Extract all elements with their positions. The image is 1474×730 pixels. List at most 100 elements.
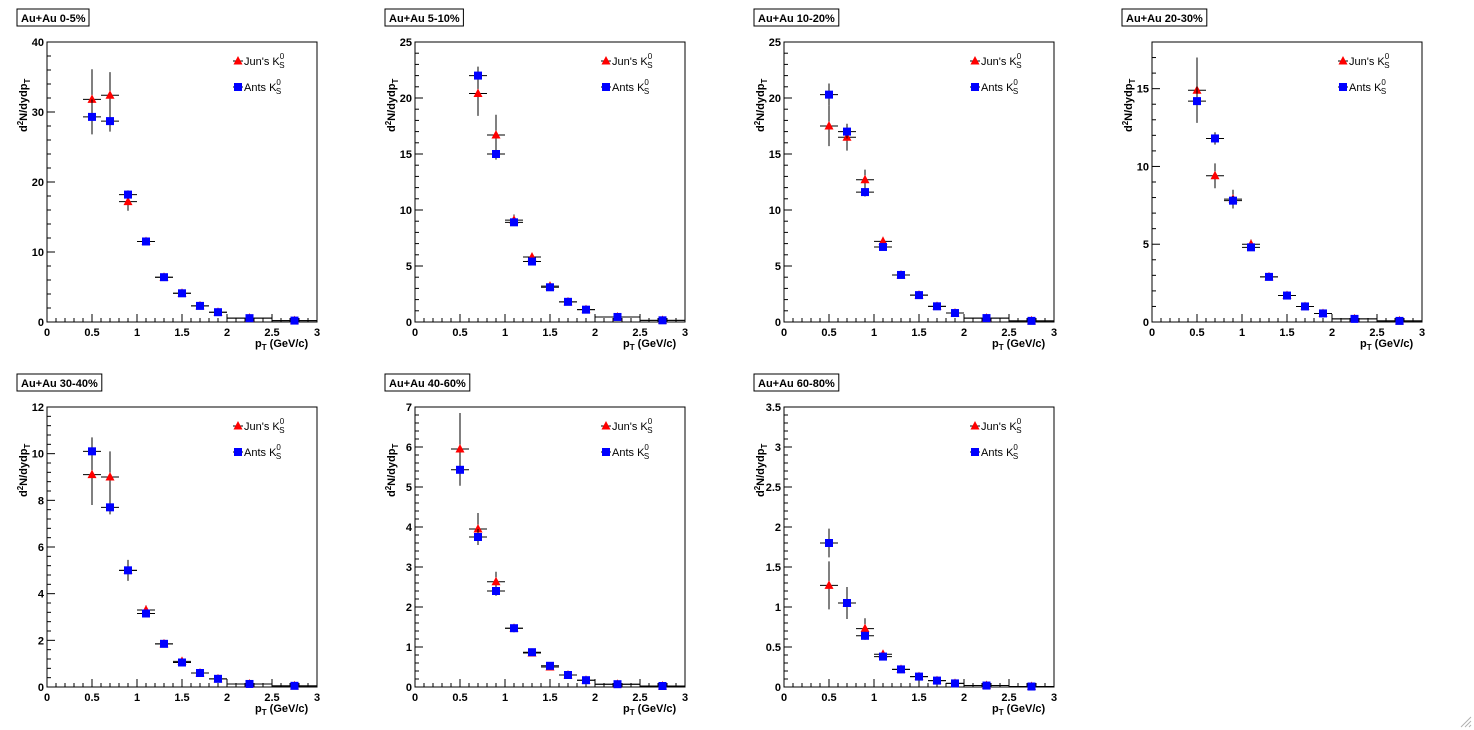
x-tick-label: 3: [682, 327, 688, 339]
x-tick-label: 1: [1239, 327, 1245, 339]
label-part: 2: [384, 120, 393, 125]
data-point-square: [1027, 682, 1036, 691]
y-tick-label: 15: [769, 149, 781, 161]
series-juns: [1188, 57, 1422, 325]
x-tick-label: 0.5: [821, 692, 836, 704]
y-tick-label: 0: [38, 682, 44, 694]
legend-item-ants: Ants K0 S: [601, 443, 649, 461]
y-tick-label: 0: [38, 317, 44, 329]
label-part: 2: [16, 485, 25, 490]
x-axis-label: pT (GeV/c): [992, 338, 1046, 352]
label-part: Ants K: [981, 82, 1014, 94]
data-point-square: [124, 566, 132, 575]
label-part: N/dydp: [755, 448, 767, 486]
y-tick-label: 4: [38, 589, 45, 601]
label-part: 0: [1013, 443, 1018, 452]
data-point-square: [1319, 309, 1327, 318]
y-axis-label: d2N/dydpT: [753, 79, 769, 132]
series-juns: [451, 413, 685, 690]
x-tick-label: 1.5: [911, 692, 926, 704]
x-tick-label: 3: [1051, 327, 1057, 339]
data-point-triangle: [87, 469, 97, 479]
legend-item-juns: Jun's K0 S: [233, 417, 285, 435]
y-tick-label: 10: [1137, 161, 1149, 173]
x-tick-label: 1.5: [1279, 327, 1294, 339]
label-part: S: [647, 426, 652, 435]
data-point-triangle: [87, 94, 97, 103]
data-point-square: [564, 297, 572, 306]
x-tick-label: 2: [224, 327, 230, 339]
x-tick-label: 3: [1051, 692, 1057, 704]
x-tick-label: 2.5: [1001, 692, 1016, 704]
legend-marker-square: [1339, 83, 1347, 91]
data-point-square: [474, 533, 482, 541]
data-point-square: [897, 270, 905, 279]
y-tick-label: 10: [32, 247, 44, 259]
x-tick-label: 3: [682, 692, 688, 704]
data-point-square: [1350, 314, 1359, 323]
legend-label: Ants K0 S: [612, 443, 649, 461]
data-point-square: [843, 599, 851, 607]
x-tick-label: 1: [502, 327, 508, 339]
title-frame: [1121, 8, 1208, 27]
chart-title: Au+Au 30-40%: [21, 378, 98, 390]
label-part: S: [276, 87, 281, 96]
legend-item-juns: Jun's K0 S: [970, 52, 1022, 70]
data-point-square: [582, 305, 590, 314]
label-part: T: [391, 79, 400, 84]
data-point-square: [933, 302, 941, 311]
x-tick-label: 0.5: [84, 692, 99, 704]
resize-grip-icon[interactable]: [1460, 716, 1472, 728]
data-point-square: [951, 679, 959, 688]
label-part: T: [1367, 343, 1372, 352]
legend-label: Ants K0 S: [612, 78, 649, 96]
data-point-square: [933, 676, 941, 685]
y-tick-label: 15: [400, 149, 412, 161]
legend-item-ants: Ants K0 S: [970, 443, 1018, 461]
x-axis-label: pT (GeV/c): [1360, 338, 1414, 352]
data-point-triangle: [491, 129, 501, 139]
label-part: p: [992, 703, 999, 715]
legend-marker-square: [602, 448, 610, 456]
series-ants: [83, 437, 317, 690]
label-part: S: [279, 426, 284, 435]
legend-label: Ants K0 S: [1349, 78, 1386, 96]
x-tick-label: 1: [502, 692, 508, 704]
label-part: p: [1360, 338, 1367, 350]
x-tick-label: 0.5: [452, 327, 467, 339]
y-tick-label: 5: [1143, 239, 1149, 251]
data-point-square: [214, 308, 222, 317]
label-part: T: [760, 79, 769, 84]
y-tick-label: 20: [769, 93, 781, 105]
legend-item-juns: Jun's K0 S: [970, 417, 1022, 435]
y-tick-label: 3: [406, 562, 412, 574]
label-part: S: [644, 452, 649, 461]
x-tick-label: 1.5: [542, 692, 557, 704]
x-tick-label: 3: [314, 692, 320, 704]
x-tick-label: 2: [961, 327, 967, 339]
series-ants: [820, 83, 1054, 325]
label-part: Jun's K: [981, 56, 1017, 68]
data-point-square: [546, 661, 554, 670]
data-point-triangle: [473, 88, 483, 98]
data-point-square: [492, 587, 500, 595]
data-point-square: [196, 301, 204, 310]
data-point-square: [825, 539, 833, 547]
label-part: S: [1013, 87, 1018, 96]
y-axis-label: d2N/dydpT: [753, 444, 769, 497]
label-part: 0: [644, 78, 649, 87]
title-frame: [16, 8, 90, 27]
y-tick-label: 10: [400, 205, 412, 217]
label-part: Ants K: [244, 447, 277, 459]
legend-item-ants: Ants K0 S: [233, 78, 281, 96]
y-tick-label: 1: [775, 602, 781, 614]
y-tick-label: 0: [406, 317, 412, 329]
data-point-triangle: [878, 236, 888, 245]
data-point-square: [1229, 196, 1237, 205]
data-point-square: [178, 289, 186, 298]
label-part: 2: [1121, 120, 1130, 125]
legend-marker-triangle: [601, 56, 611, 65]
chart-title-box: Au+Au 20-30%: [1121, 8, 1208, 27]
label-part: Jun's K: [244, 56, 280, 68]
